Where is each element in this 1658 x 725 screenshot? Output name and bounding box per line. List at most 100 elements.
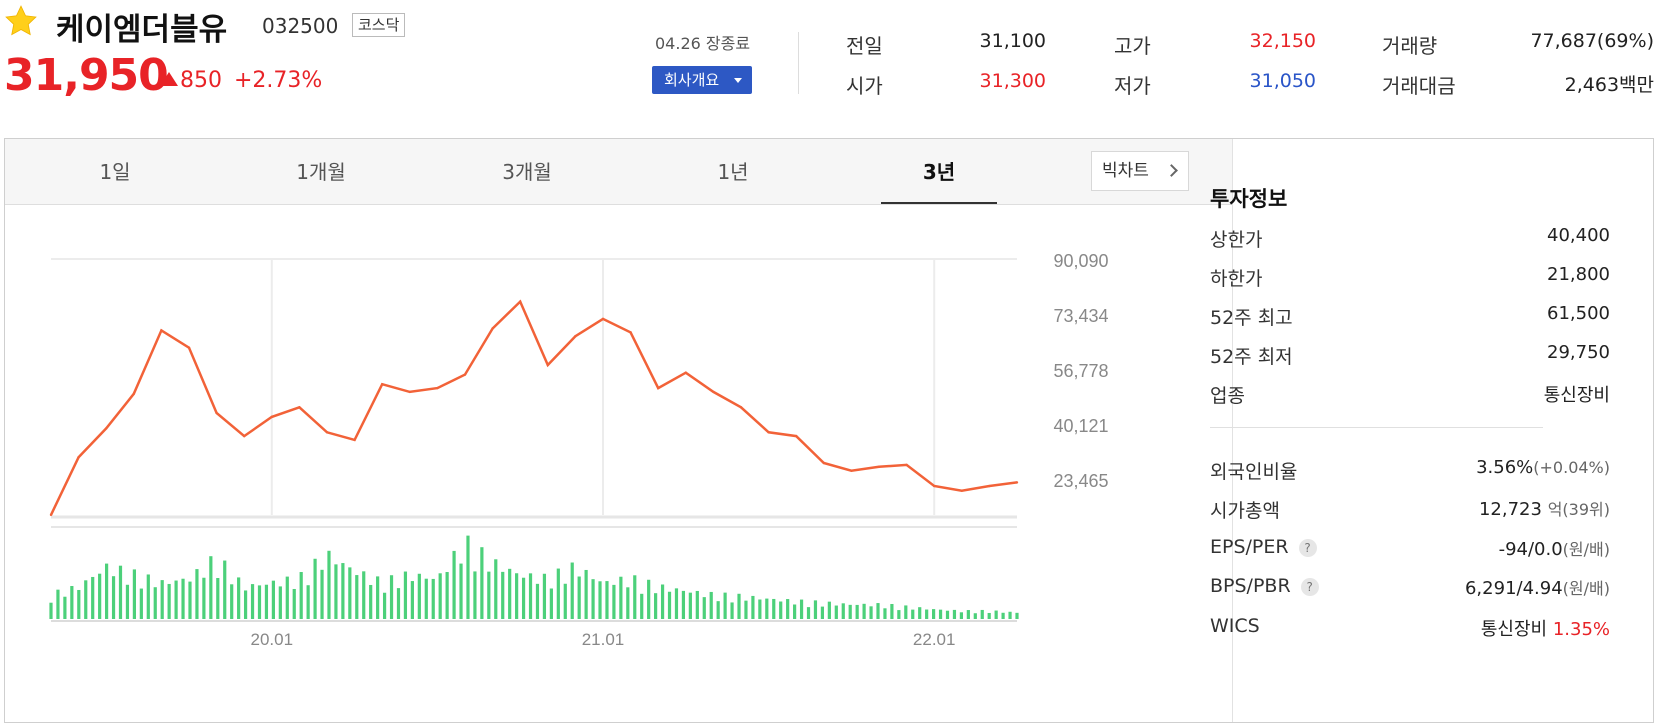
tab-1d[interactable]: 1일 [99,160,131,184]
y-tick-label: 73,434 [1053,306,1108,326]
volume-bar [243,590,248,619]
volume-bar [77,589,81,619]
quote-value-volume: 77,687(69%) [1530,30,1654,52]
volume-bar [598,581,602,619]
volume-bar [139,588,143,619]
invest-label-market-cap: 시가총액 [1210,500,1280,522]
invest-value-52w-high: 61,500 [1547,303,1610,324]
quote-label-trade-amount: 거래대금 [1382,74,1456,98]
volume-bar [855,604,859,619]
company-overview-label: 회사개요 [664,71,720,89]
quote-label-low: 저가 [1114,74,1151,98]
volume-bar [737,593,741,619]
volume-bar [70,586,74,619]
market-cap-rank: (39위) [1562,500,1610,519]
help-icon[interactable]: ? [1300,577,1319,596]
price-line [49,299,1018,516]
invest-value-foreign-ratio: 3.56%(+0.04%) [1476,457,1610,478]
quote-label-volume: 거래량 [1382,34,1438,58]
volume-bar [160,580,164,619]
volume-bar [647,579,651,619]
x-tick-label: 21.01 [582,630,625,649]
volume-bar [1008,611,1012,619]
company-overview-button[interactable]: 회사개요 [652,66,752,94]
quote-label-prev-close: 전일 [846,34,883,58]
invest-label-lower-limit: 하한가 [1210,268,1263,290]
price-chart: 90,090 73,434 56,778 40,121 23,465 20.01 21.0… [49,251,1109,649]
volume-bar [584,569,588,619]
volume-bar [389,575,394,619]
volume-bar [681,590,686,619]
y-tick-label: 56,778 [1053,361,1108,381]
quote-value-high: 32,150 [1249,30,1316,52]
volume-bar [362,571,366,619]
volume-bar [84,580,88,619]
volume-bar [480,547,484,619]
volume-bar [716,601,720,619]
volume-bar [945,610,950,619]
invest-info-title: 투자정보 [1210,187,1288,211]
invest-value-52w-low: 29,750 [1547,342,1610,363]
volume-bar [132,569,136,619]
volume-bar [883,608,887,619]
invest-label-wics: WICS [1210,615,1260,637]
volume-bar [431,578,435,619]
market-cap-unit: 억 [1547,500,1563,519]
volume-bar [570,562,574,619]
volume-bar [417,573,421,619]
y-tick-label: 23,465 [1053,471,1108,491]
volume-bar [515,573,519,619]
volume-bar [355,575,359,619]
volume-bar [153,587,157,619]
volume-bar [396,588,401,619]
volume-bar [556,568,560,619]
stock-name: 케이엠더블유 [56,12,228,48]
volume-bar [501,571,505,619]
tab-1y[interactable]: 1년 [717,160,749,184]
volume-bar [751,595,755,619]
volume-bar [612,584,616,619]
volume-bar [174,580,178,619]
wics-sector: 통신장비 [1480,619,1548,640]
quote-label-high: 고가 [1114,34,1151,58]
volume-bar [438,573,442,619]
bigchart-button[interactable]: 빅차트 [1091,151,1189,191]
volume-bar [793,604,797,619]
volume-bar [758,599,762,619]
volume-bar [382,592,387,619]
bps-pbr-label: BPS/PBR [1210,575,1291,597]
volume-bar [508,568,512,619]
volume-bar [869,606,873,619]
volume-bar [605,581,609,619]
invest-label-eps-per: EPS/PER? [1210,536,1317,558]
volume-bar [104,563,109,619]
stock-code: 032500 [262,14,339,38]
volume-bar [98,573,102,619]
favorite-star-icon[interactable] [4,4,38,38]
volume-bar [841,603,845,619]
volume-bar [181,578,185,619]
quote-value-prev-close: 31,100 [979,30,1046,52]
volume-bar [966,610,970,619]
volume-bar [660,584,665,619]
volume-bar [410,581,414,619]
volume-bar [403,571,408,619]
volume-bar [994,610,998,619]
x-tick-label: 20.01 [251,630,294,649]
volume-bar [327,550,331,619]
volume-bar [932,609,936,619]
tab-1m[interactable]: 1개월 [296,160,346,184]
invest-value-bps-pbr: 6,291/4.94(원/배) [1465,575,1610,599]
wics-change: 1.35% [1552,619,1610,640]
volume-bar [257,585,262,619]
volume-bar [63,596,67,619]
volume-bar [535,583,540,619]
price-change-percent: +2.73% [234,68,323,93]
tab-3m[interactable]: 3개월 [502,160,552,184]
invest-divider [1210,427,1543,428]
tab-3y[interactable]: 3년 [922,160,956,184]
volume-bar [987,612,991,619]
help-icon[interactable]: ? [1298,538,1317,557]
eps-per-unit: (원/배) [1562,540,1610,559]
volume-bar [709,591,713,619]
